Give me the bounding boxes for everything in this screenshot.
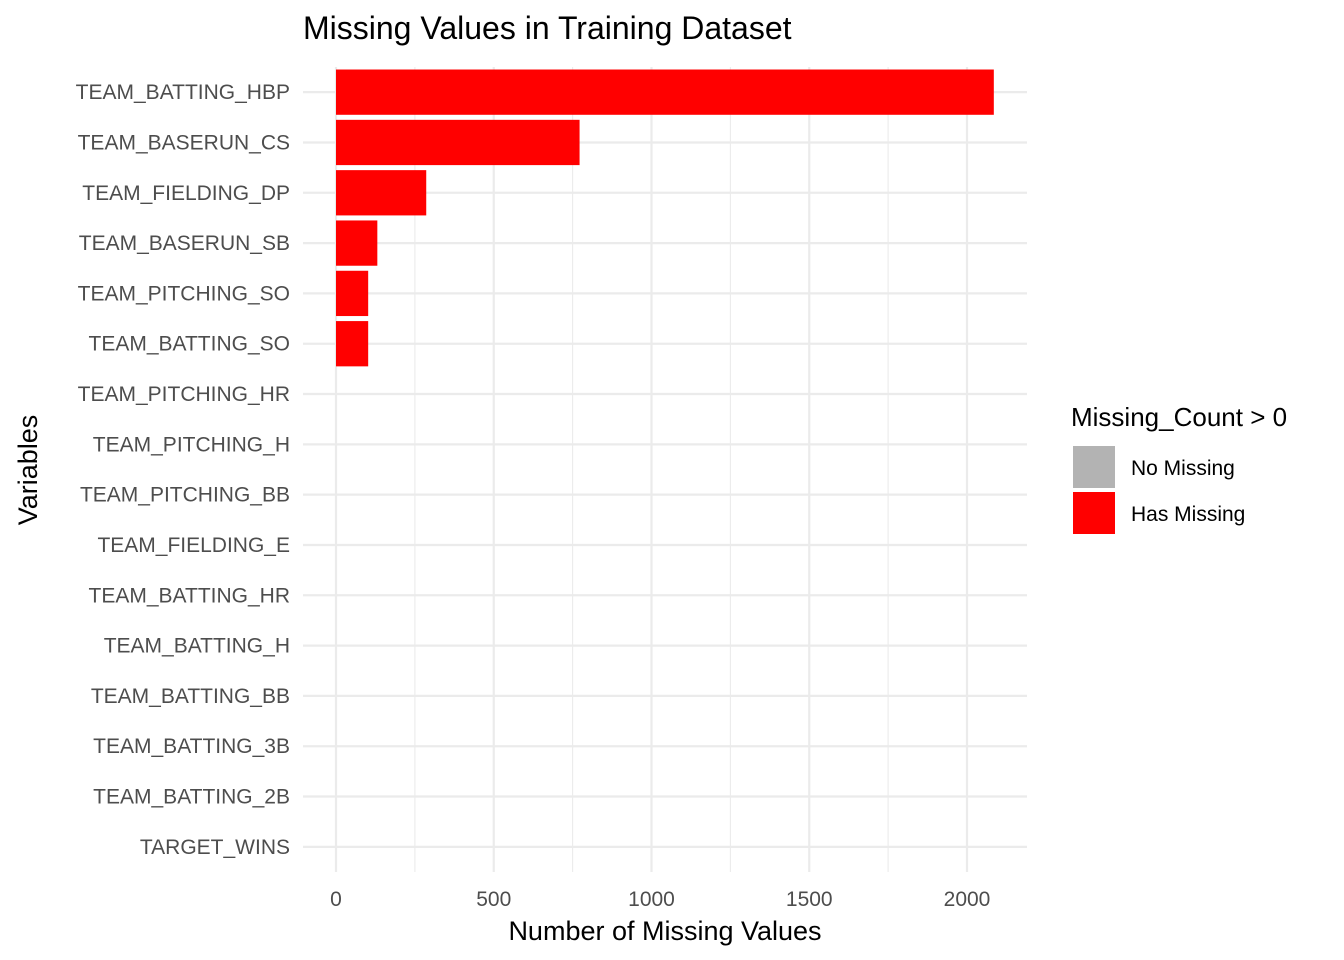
y-tick-label: TEAM_FIELDING_E (97, 534, 290, 557)
y-tick-label: TEAM_BATTING_3B (93, 735, 290, 758)
y-tick-label: TEAM_BATTING_BB (91, 685, 290, 708)
y-tick-label: TEAM_BASERUN_SB (79, 232, 290, 255)
y-tick-label: TEAM_PITCHING_HR (78, 383, 290, 406)
bar-team-pitching-so (336, 270, 369, 317)
bar-team-fielding-dp (336, 170, 427, 216)
x-tick-label: 1000 (628, 888, 675, 911)
y-tick-label: TEAM_BATTING_2B (93, 786, 290, 809)
y-tick-label: TEAM_FIELDING_DP (82, 182, 290, 205)
chart-title: Missing Values in Training Dataset (303, 10, 792, 46)
x-tick-label: 0 (330, 888, 342, 911)
legend-swatch-no-missing (1073, 446, 1115, 488)
bar-team-baserun-cs (336, 119, 580, 166)
y-tick-label: TEAM_BATTING_H (104, 635, 290, 658)
y-tick-label: TEAM_PITCHING_BB (80, 484, 290, 507)
y-tick-label: TEAM_BASERUN_CS (78, 131, 290, 154)
x-tick-labels: 0 500 1000 1500 2000 (330, 888, 990, 911)
y-tick-labels: TEAM_BATTING_HBP TEAM_BASERUN_CS TEAM_FIEL… (76, 81, 290, 859)
minor-gridlines (414, 67, 889, 872)
y-tick-label: TARGET_WINS (140, 836, 290, 859)
y-axis-title: Variables (13, 415, 43, 526)
x-tick-label: 1500 (786, 888, 833, 911)
legend-label-no-missing: No Missing (1131, 457, 1235, 480)
x-tick-label: 500 (476, 888, 511, 911)
bar-team-batting-so (336, 321, 369, 367)
bars (336, 69, 994, 367)
y-tick-label: TEAM_BATTING_SO (89, 333, 290, 356)
bar-team-baserun-sb (336, 220, 378, 266)
y-tick-label: TEAM_BATTING_HBP (76, 81, 290, 104)
legend-swatch-has-missing (1073, 492, 1115, 534)
legend: Missing_Count > 0 No Missing Has Missing (1071, 402, 1287, 534)
legend-label-has-missing: Has Missing (1131, 503, 1245, 526)
y-tick-label: TEAM_PITCHING_H (93, 433, 290, 456)
y-tick-label: TEAM_BATTING_HR (89, 584, 290, 607)
bar-team-batting-hbp (336, 69, 994, 115)
x-tick-label: 2000 (944, 888, 991, 911)
y-tick-label: TEAM_PITCHING_SO (78, 282, 290, 305)
x-axis-title: Number of Missing Values (508, 916, 821, 946)
legend-title: Missing_Count > 0 (1071, 402, 1287, 432)
